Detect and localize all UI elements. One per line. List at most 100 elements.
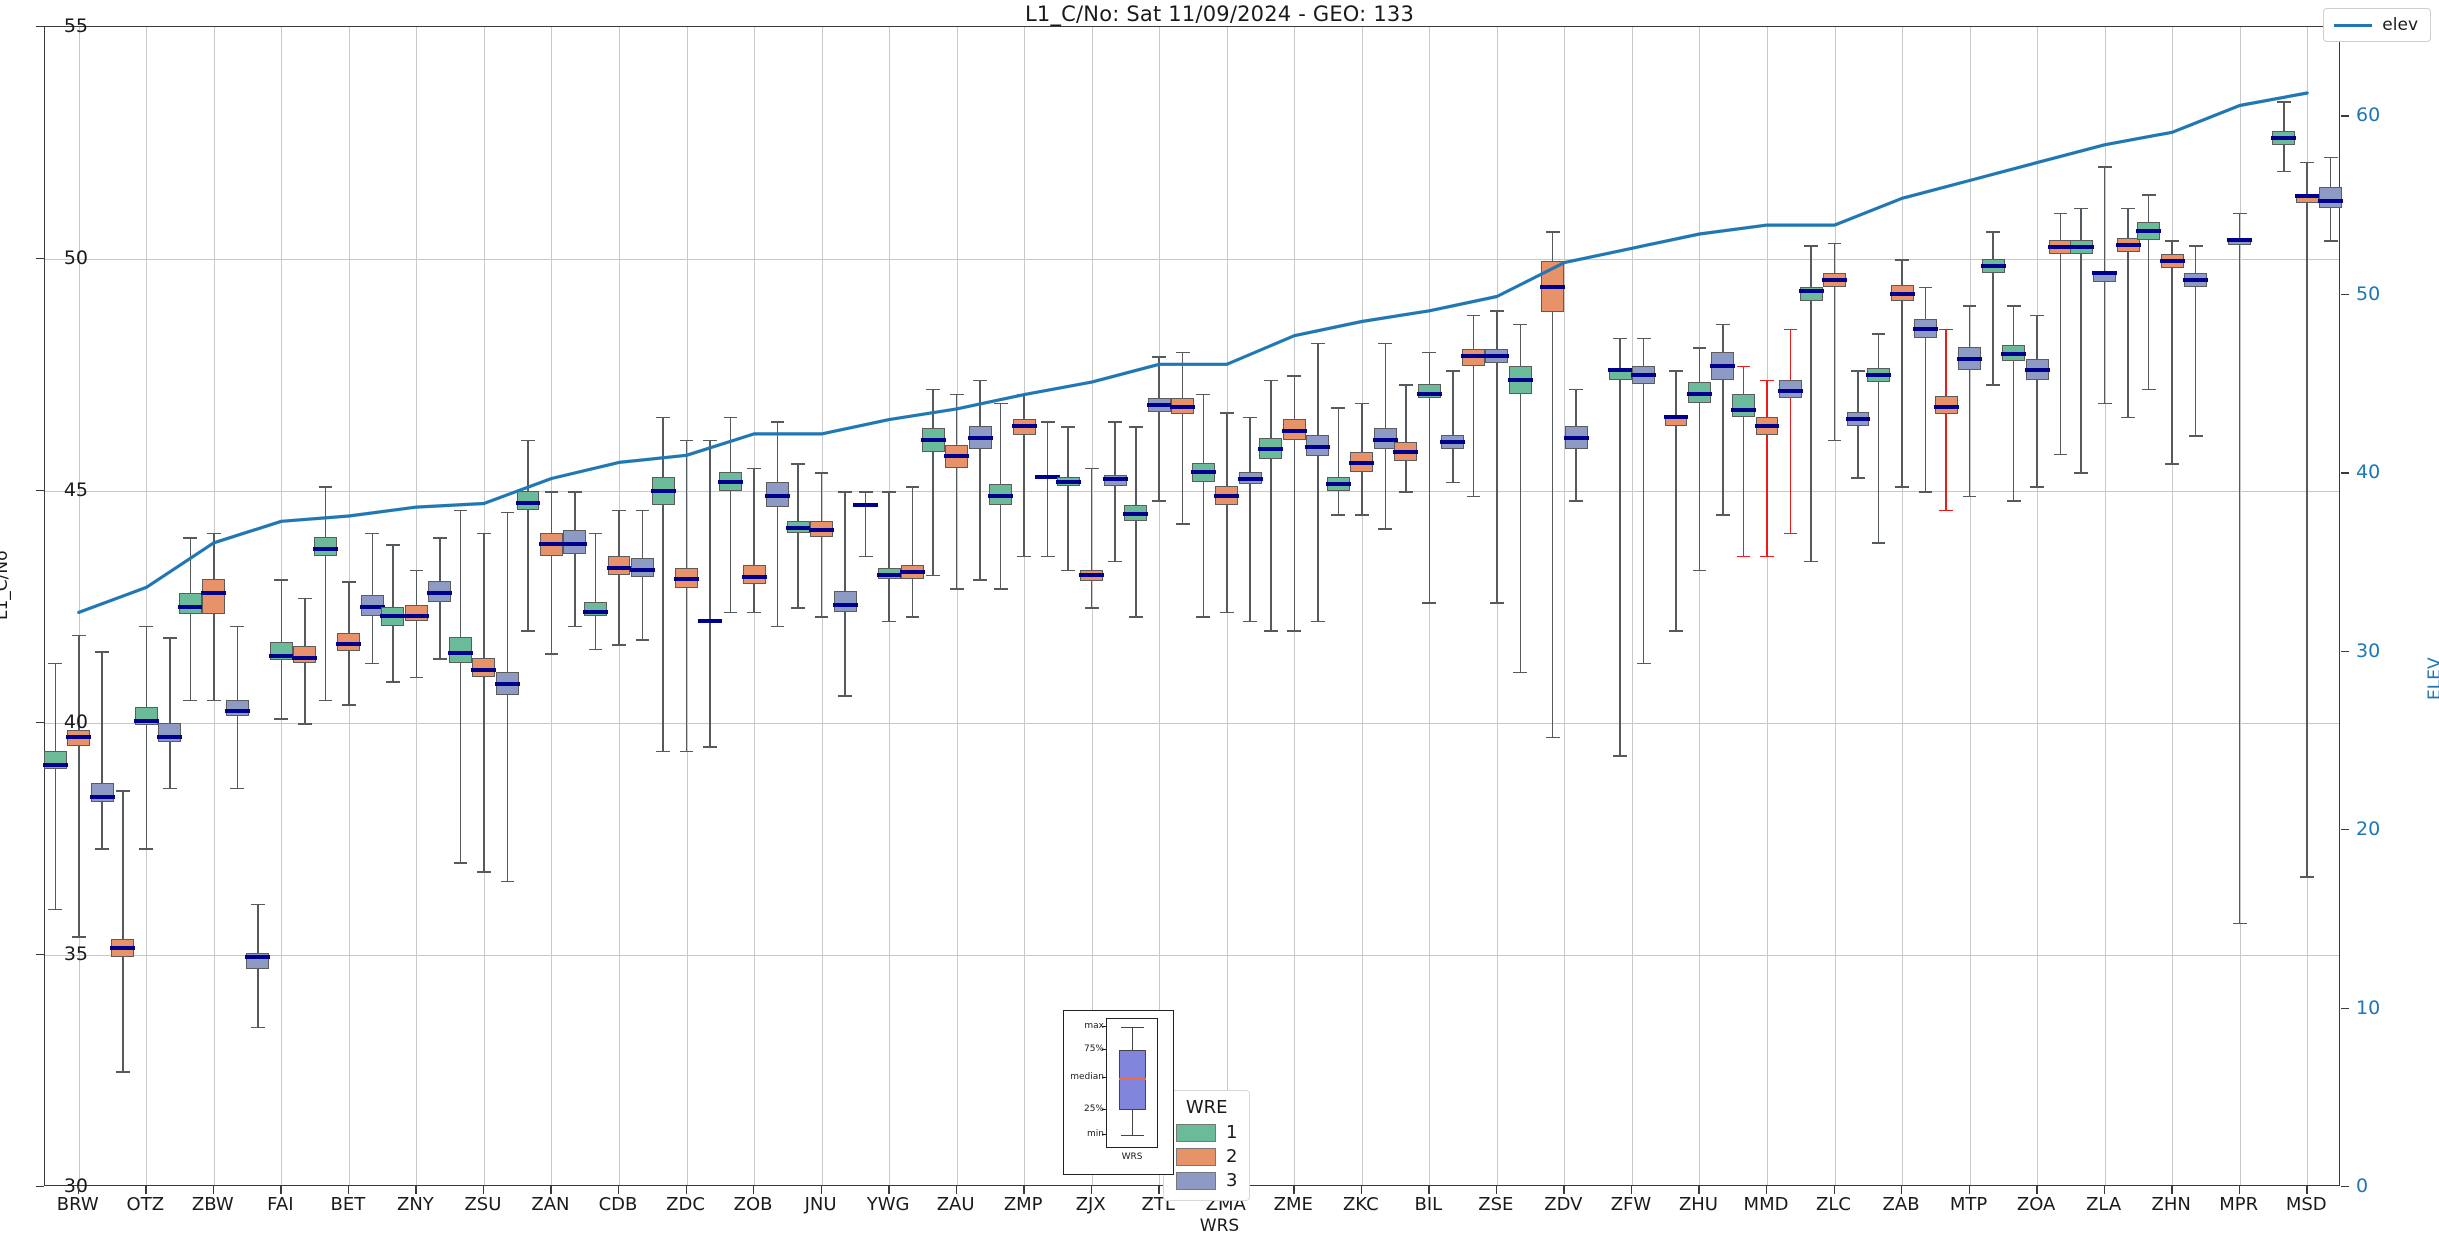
boxplot-mpr-wre3[interactable] bbox=[45, 27, 2339, 1185]
boxplot-zdc-wre3[interactable] bbox=[45, 27, 2339, 1185]
boxplot-zhn-wre2[interactable] bbox=[45, 27, 2339, 1185]
boxplot-ztl-wre1[interactable] bbox=[45, 27, 2339, 1185]
boxplot-zab-wre2[interactable] bbox=[45, 27, 2339, 1185]
boxplot-zla-wre1[interactable] bbox=[45, 27, 2339, 1185]
boxplot-otz-wre1[interactable] bbox=[45, 27, 2339, 1185]
boxplot-cdb-wre2[interactable] bbox=[45, 27, 2339, 1185]
boxplot-zhn-wre1[interactable] bbox=[45, 27, 2339, 1185]
boxplot-zme-wre1[interactable] bbox=[45, 27, 2339, 1185]
boxplot-fai-wre3[interactable] bbox=[45, 27, 2339, 1185]
boxplot-bil-wre3[interactable] bbox=[45, 27, 2339, 1185]
boxplot-zny-wre3[interactable] bbox=[45, 27, 2339, 1185]
boxplot-zdv-wre3[interactable] bbox=[45, 27, 2339, 1185]
legend-wre-item-3[interactable]: 3 bbox=[1176, 1170, 1237, 1191]
boxplot-ztl-wre2[interactable] bbox=[45, 27, 2339, 1185]
boxplot-zoa-wre1[interactable] bbox=[45, 27, 2339, 1185]
boxplot-zdc-wre1[interactable] bbox=[45, 27, 2339, 1185]
boxplot-zdc-wre2[interactable] bbox=[45, 27, 2339, 1185]
boxplot-zmp-wre2[interactable] bbox=[45, 27, 2339, 1185]
boxplot-zjx-wre2[interactable] bbox=[45, 27, 2339, 1185]
legend-elev[interactable]: elev bbox=[2323, 8, 2431, 42]
boxplot-zsu-wre2[interactable] bbox=[45, 27, 2339, 1185]
boxplot-zjx-wre1[interactable] bbox=[45, 27, 2339, 1185]
boxplot-zau-wre3[interactable] bbox=[45, 27, 2339, 1185]
boxplot-zau-wre1[interactable] bbox=[45, 27, 2339, 1185]
boxplot-zsu-wre3[interactable] bbox=[45, 27, 2339, 1185]
boxplot-zbw-wre3[interactable] bbox=[45, 27, 2339, 1185]
boxplot-cdb-wre1[interactable] bbox=[45, 27, 2339, 1185]
boxplot-bet-wre2[interactable] bbox=[45, 27, 2339, 1185]
boxplot-zsu-wre1[interactable] bbox=[45, 27, 2339, 1185]
boxplot-zse-wre3[interactable] bbox=[45, 27, 2339, 1185]
boxplot-bil-wre2[interactable] bbox=[45, 27, 2339, 1185]
boxplot-zoa-wre2[interactable] bbox=[45, 27, 2339, 1185]
boxplot-zkc-wre3[interactable] bbox=[45, 27, 2339, 1185]
boxplot-zse-wre1[interactable] bbox=[45, 27, 2339, 1185]
boxplot-zan-wre3[interactable] bbox=[45, 27, 2339, 1185]
boxplot-jnu-wre1[interactable] bbox=[45, 27, 2339, 1185]
boxplot-zma-wre3[interactable] bbox=[45, 27, 2339, 1185]
boxplot-brw-wre3[interactable] bbox=[45, 27, 2339, 1185]
boxplot-jnu-wre2[interactable] bbox=[45, 27, 2339, 1185]
boxplot-zmp-wre1[interactable] bbox=[45, 27, 2339, 1185]
boxplot-zbw-wre2[interactable] bbox=[45, 27, 2339, 1185]
boxplot-bet-wre1[interactable] bbox=[45, 27, 2339, 1185]
boxplot-ywg-wre1[interactable] bbox=[45, 27, 2339, 1185]
boxplot-zhu-wre1[interactable] bbox=[45, 27, 2339, 1185]
boxplot-ywg-wre2[interactable] bbox=[45, 27, 2339, 1185]
boxplot-zhu-wre2[interactable] bbox=[45, 27, 2339, 1185]
boxplot-zkc-wre2[interactable] bbox=[45, 27, 2339, 1185]
boxplot-zny-wre2[interactable] bbox=[45, 27, 2339, 1185]
boxplot-zdv-wre2[interactable] bbox=[45, 27, 2339, 1185]
boxplot-zob-wre2[interactable] bbox=[45, 27, 2339, 1185]
boxplot-msd-wre2[interactable] bbox=[45, 27, 2339, 1185]
boxplot-fai-wre2[interactable] bbox=[45, 27, 2339, 1185]
boxplot-bet-wre3[interactable] bbox=[45, 27, 2339, 1185]
boxplot-bil-wre1[interactable] bbox=[45, 27, 2339, 1185]
boxplot-zan-wre1[interactable] bbox=[45, 27, 2339, 1185]
boxplot-zme-wre2[interactable] bbox=[45, 27, 2339, 1185]
boxplot-cdb-wre3[interactable] bbox=[45, 27, 2339, 1185]
boxplot-zma-wre2[interactable] bbox=[45, 27, 2339, 1185]
boxplot-mtp-wre2[interactable] bbox=[45, 27, 2339, 1185]
boxplot-mtp-wre3[interactable] bbox=[45, 27, 2339, 1185]
boxplot-zme-wre3[interactable] bbox=[45, 27, 2339, 1185]
boxplot-zoa-wre3[interactable] bbox=[45, 27, 2339, 1185]
boxplot-zlc-wre1[interactable] bbox=[45, 27, 2339, 1185]
boxplot-zau-wre2[interactable] bbox=[45, 27, 2339, 1185]
boxplot-zob-wre3[interactable] bbox=[45, 27, 2339, 1185]
boxplot-jnu-wre3[interactable] bbox=[45, 27, 2339, 1185]
boxplot-zmp-wre3[interactable] bbox=[45, 27, 2339, 1185]
boxplot-ztl-wre3[interactable] bbox=[45, 27, 2339, 1185]
boxplot-zkc-wre1[interactable] bbox=[45, 27, 2339, 1185]
boxplot-brw-wre1[interactable] bbox=[42, 27, 2339, 1185]
boxplot-zlc-wre3[interactable] bbox=[45, 27, 2339, 1185]
boxplot-zma-wre1[interactable] bbox=[45, 27, 2339, 1185]
boxplot-zfw-wre3[interactable] bbox=[45, 27, 2339, 1185]
boxplot-fai-wre1[interactable] bbox=[45, 27, 2339, 1185]
boxplot-ywg-wre3[interactable] bbox=[45, 27, 2339, 1185]
legend-wre[interactable]: WRE 1 2 3 bbox=[1163, 1090, 1251, 1201]
boxplot-otz-wre3[interactable] bbox=[45, 27, 2339, 1185]
boxplot-zbw-wre1[interactable] bbox=[45, 27, 2339, 1185]
boxplot-brw-wre2[interactable] bbox=[45, 27, 2339, 1185]
legend-wre-item-2[interactable]: 2 bbox=[1176, 1146, 1237, 1167]
boxplot-zab-wre1[interactable] bbox=[45, 27, 2339, 1185]
boxplot-mmd-wre3[interactable] bbox=[45, 27, 2339, 1185]
boxplot-zlc-wre2[interactable] bbox=[45, 27, 2339, 1185]
boxplot-zla-wre3[interactable] bbox=[45, 27, 2339, 1185]
boxplot-mmd-wre1[interactable] bbox=[45, 27, 2339, 1185]
boxplot-zjx-wre3[interactable] bbox=[45, 27, 2339, 1185]
legend-wre-item-1[interactable]: 1 bbox=[1176, 1122, 1237, 1143]
boxplot-mmd-wre2[interactable] bbox=[45, 27, 2339, 1185]
boxplot-zfw-wre1[interactable] bbox=[45, 27, 2339, 1185]
boxplot-msd-wre3[interactable] bbox=[45, 27, 2344, 1185]
boxplot-mtp-wre1[interactable] bbox=[45, 27, 2339, 1185]
boxplot-zhn-wre3[interactable] bbox=[45, 27, 2339, 1185]
boxplot-zny-wre1[interactable] bbox=[45, 27, 2339, 1185]
boxplot-msd-wre1[interactable] bbox=[45, 27, 2339, 1185]
boxplot-zla-wre2[interactable] bbox=[45, 27, 2339, 1185]
boxplot-zan-wre2[interactable] bbox=[45, 27, 2339, 1185]
boxplot-zob-wre1[interactable] bbox=[45, 27, 2339, 1185]
boxplot-otz-wre2[interactable] bbox=[45, 27, 2339, 1185]
